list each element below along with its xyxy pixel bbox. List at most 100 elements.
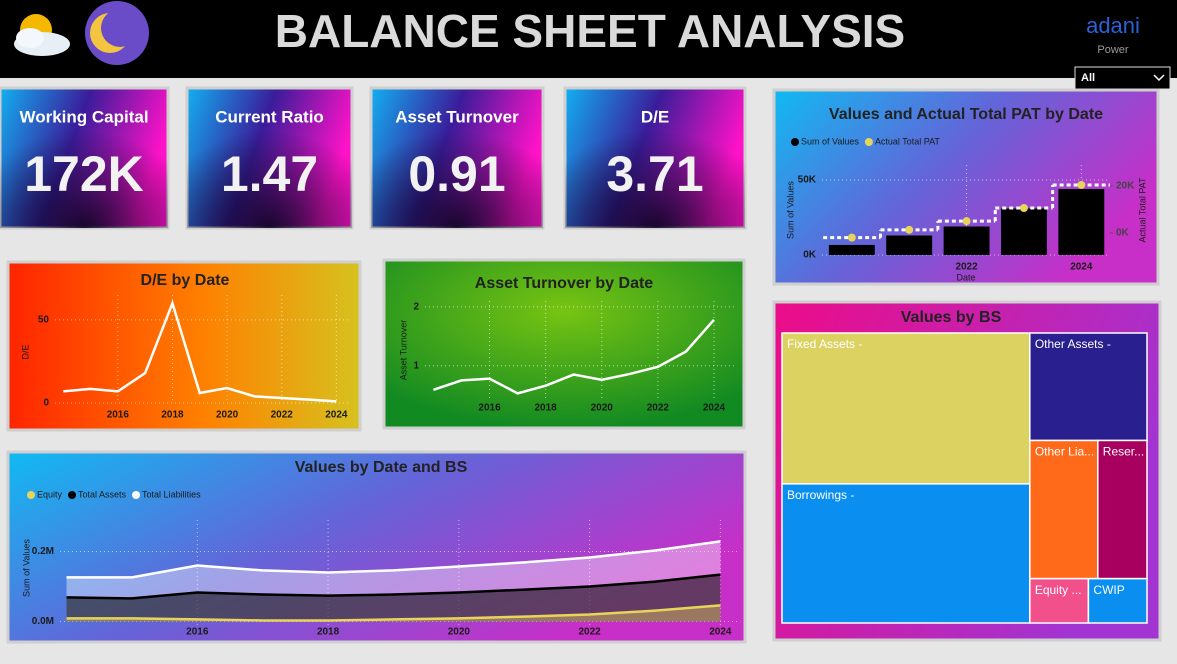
- tile-label: Other Lia...: [1035, 445, 1094, 459]
- x-tick-label: 2022: [647, 403, 670, 414]
- point: [847, 233, 856, 242]
- filter-dropdown[interactable]: All: [1074, 66, 1171, 90]
- legend-label: Equity: [37, 489, 63, 499]
- data-line: [66, 540, 721, 579]
- point: [1019, 204, 1028, 213]
- logo: adani: [1086, 13, 1140, 38]
- y-tick-label: 0K: [803, 250, 817, 261]
- dropdown-value[interactable]: All: [1081, 72, 1095, 84]
- point: [905, 225, 914, 234]
- data-line: [66, 604, 721, 622]
- kpi-value: 0.91: [408, 146, 505, 202]
- treemap-tile: [1029, 439, 1099, 580]
- x-tick-label: 2024: [703, 403, 726, 414]
- y-tick-label: 0: [43, 398, 49, 409]
- page-title: BALANCE SHEET ANALYSIS: [275, 5, 905, 57]
- x-tick-label: 2024: [709, 627, 732, 638]
- x-tick-label: 2018: [535, 403, 558, 414]
- x-tick-label: 2016: [478, 403, 501, 414]
- point: [1077, 180, 1086, 189]
- bar: [1058, 189, 1105, 255]
- legend-marker: [27, 491, 35, 499]
- y-tick-label: 2: [413, 302, 419, 313]
- x-tick-label: 2020: [448, 627, 471, 638]
- legend-marker: [68, 491, 77, 499]
- treemap-tile: [781, 483, 1031, 624]
- kpi-value: 3.71: [606, 146, 703, 202]
- legend-label: Actual Total PAT: [875, 136, 941, 146]
- area-fill: [66, 605, 721, 622]
- x-tick-label: 2020: [216, 410, 239, 421]
- treemap-tile: [1097, 439, 1148, 580]
- kpi-label: Asset Turnover: [395, 107, 519, 126]
- tile-label: Borrowings -: [787, 488, 854, 502]
- card: [382, 258, 746, 430]
- legend-marker: [791, 138, 799, 146]
- tile-label: CWIP: [1093, 583, 1124, 597]
- y-axis-label: Asset Turnover: [398, 320, 408, 381]
- x-tick-label: 2022: [271, 410, 294, 421]
- tile-label: Fixed Assets -: [787, 337, 862, 351]
- tile-label: Equity ...: [1035, 583, 1082, 597]
- x-tick-label: 2018: [317, 627, 340, 638]
- treemap-tile: [1029, 577, 1090, 624]
- area-fill: [66, 574, 721, 622]
- bar: [1000, 208, 1047, 255]
- weather-icons: [14, 1, 149, 65]
- treemap-tile: [1029, 332, 1148, 442]
- y-tick-label: 50: [38, 315, 50, 326]
- bar: [886, 235, 933, 255]
- x-tick-label: 2018: [161, 410, 184, 421]
- tile-label: Reser...: [1103, 445, 1144, 459]
- legend-label: Total Assets: [78, 489, 127, 499]
- chart-title: Asset Turnover by Date: [475, 275, 654, 292]
- y-tick-label: 50K: [798, 175, 817, 186]
- y2-tick-label: 0K: [1116, 228, 1130, 239]
- kpi-shade: [187, 88, 352, 228]
- bar: [943, 226, 990, 255]
- y-axis-label: D/E: [20, 344, 30, 359]
- y-axis-label: Sum of Values: [21, 539, 31, 597]
- data-line: [63, 299, 337, 403]
- kpi-shade: [0, 88, 168, 228]
- legend-label: Total Liabilities: [142, 489, 201, 499]
- x-tick-label: 2024: [1070, 262, 1093, 273]
- legend-marker: [132, 491, 141, 499]
- bar: [828, 244, 875, 255]
- treemap-tile: [781, 332, 1031, 485]
- x-tick-label: 2016: [186, 627, 209, 638]
- x-tick-label: 2024: [325, 410, 348, 421]
- header-bar: [0, 0, 1177, 78]
- data-line: [433, 318, 715, 395]
- y-axis-label: Sum of Values: [785, 181, 795, 239]
- point: [962, 217, 971, 226]
- x-tick-label: 2022: [955, 262, 978, 273]
- treemap-tile: [1087, 577, 1148, 624]
- y-tick-label: 1: [413, 360, 419, 371]
- kpi-value: 1.47: [221, 146, 318, 202]
- chart-title: Values and Actual Total PAT by Date: [829, 106, 1103, 123]
- y2-axis-label: Actual Total PAT: [1137, 177, 1147, 243]
- legend-label: Sum of Values: [801, 136, 859, 146]
- kpi-label: D/E: [641, 107, 669, 126]
- card: [6, 260, 362, 432]
- kpi-shade: [565, 88, 745, 228]
- y-tick-label: 0.0M: [32, 616, 54, 627]
- kpi-label: Current Ratio: [215, 107, 324, 126]
- data-line: [66, 573, 721, 600]
- chart-title: D/E by Date: [141, 272, 230, 289]
- chart-title: Values by BS: [901, 309, 1002, 326]
- x-axis-label: Date: [956, 272, 975, 282]
- x-tick-label: 2016: [107, 410, 130, 421]
- x-tick-label: 2022: [578, 627, 601, 638]
- y2-tick-label: 20K: [1116, 181, 1135, 192]
- x-tick-label: 2020: [591, 403, 614, 414]
- legend-marker: [864, 138, 873, 146]
- kpi-label: Working Capital: [19, 107, 148, 126]
- tile-label: Other Assets -: [1035, 337, 1111, 351]
- logo-subtitle: Power: [1097, 44, 1129, 56]
- y-tick-label: 0.2M: [32, 546, 54, 557]
- kpi-value: 172K: [24, 146, 144, 202]
- dropdown-chevron[interactable]: [1153, 74, 1165, 82]
